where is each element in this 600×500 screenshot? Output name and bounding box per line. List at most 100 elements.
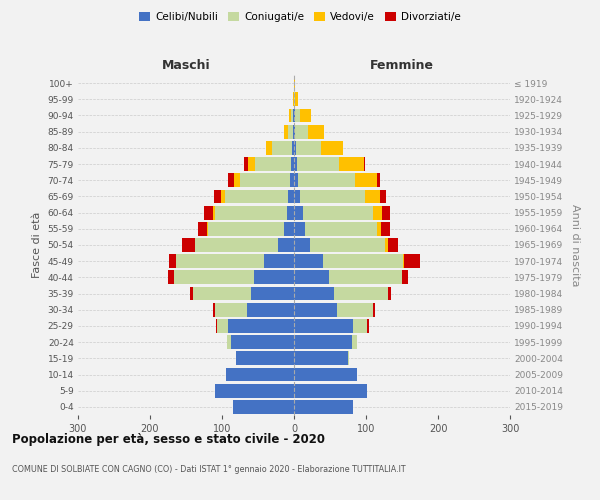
Bar — [294, 303, 337, 316]
Bar — [294, 108, 295, 122]
Bar — [298, 174, 355, 187]
Bar — [215, 384, 294, 398]
Bar — [294, 206, 302, 220]
Bar — [367, 319, 369, 333]
Bar — [169, 254, 176, 268]
Bar — [355, 174, 377, 187]
Bar — [337, 303, 373, 316]
Bar — [293, 92, 294, 106]
Bar — [294, 286, 334, 300]
Bar — [254, 270, 294, 284]
Bar — [294, 92, 295, 106]
Bar — [295, 92, 298, 106]
Bar — [382, 206, 391, 220]
Text: Maschi: Maschi — [161, 59, 211, 72]
Bar — [294, 336, 352, 349]
Bar — [373, 303, 374, 316]
Bar — [198, 222, 207, 235]
Bar — [294, 352, 348, 365]
Bar — [353, 319, 367, 333]
Bar — [240, 174, 290, 187]
Bar — [310, 238, 385, 252]
Bar — [294, 254, 323, 268]
Bar — [402, 270, 408, 284]
Bar — [229, 174, 234, 187]
Bar — [334, 286, 388, 300]
Bar — [305, 222, 377, 235]
Bar — [196, 238, 278, 252]
Bar — [290, 174, 294, 187]
Text: Femmine: Femmine — [370, 59, 434, 72]
Bar — [301, 108, 311, 122]
Bar — [377, 222, 381, 235]
Bar — [300, 190, 365, 203]
Bar — [373, 206, 382, 220]
Bar — [278, 238, 294, 252]
Bar — [244, 157, 248, 171]
Bar — [225, 190, 288, 203]
Bar — [388, 238, 398, 252]
Bar — [217, 319, 228, 333]
Bar — [292, 141, 294, 154]
Bar — [297, 157, 338, 171]
Bar — [182, 238, 194, 252]
Bar — [294, 190, 300, 203]
Bar — [226, 368, 294, 382]
Bar — [291, 157, 294, 171]
Y-axis label: Anni di nascita: Anni di nascita — [570, 204, 580, 286]
Bar — [193, 286, 251, 300]
Legend: Celibi/Nubili, Coniugati/e, Vedovi/e, Divorziati/e: Celibi/Nubili, Coniugati/e, Vedovi/e, Di… — [135, 8, 465, 26]
Bar — [204, 206, 212, 220]
Bar — [174, 270, 254, 284]
Bar — [215, 206, 287, 220]
Bar — [293, 125, 294, 138]
Bar — [294, 319, 353, 333]
Bar — [176, 254, 264, 268]
Bar — [215, 303, 247, 316]
Bar — [294, 141, 296, 154]
Bar — [308, 125, 324, 138]
Bar — [302, 206, 373, 220]
Bar — [272, 141, 292, 154]
Bar — [284, 222, 294, 235]
Bar — [288, 190, 294, 203]
Bar — [266, 141, 272, 154]
Bar — [294, 125, 295, 138]
Bar — [194, 238, 196, 252]
Bar — [404, 254, 420, 268]
Bar — [236, 352, 294, 365]
Bar — [264, 254, 294, 268]
Bar — [228, 319, 294, 333]
Bar — [294, 400, 353, 414]
Bar — [294, 222, 305, 235]
Bar — [294, 368, 358, 382]
Bar — [207, 222, 208, 235]
Bar — [255, 157, 291, 171]
Text: COMUNE DI SOLBIATE CON CAGNO (CO) - Dati ISTAT 1° gennaio 2020 - Elaborazione TU: COMUNE DI SOLBIATE CON CAGNO (CO) - Dati… — [12, 466, 406, 474]
Bar — [294, 157, 297, 171]
Bar — [352, 336, 358, 349]
Bar — [233, 400, 294, 414]
Bar — [381, 222, 390, 235]
Bar — [365, 190, 380, 203]
Bar — [208, 222, 284, 235]
Bar — [322, 141, 343, 154]
Bar — [403, 254, 404, 268]
Bar — [214, 303, 215, 316]
Bar — [247, 303, 294, 316]
Bar — [251, 286, 294, 300]
Bar — [294, 384, 367, 398]
Bar — [323, 254, 403, 268]
Bar — [329, 270, 402, 284]
Bar — [284, 125, 287, 138]
Bar — [214, 190, 221, 203]
Bar — [380, 190, 386, 203]
Bar — [388, 286, 391, 300]
Bar — [294, 238, 310, 252]
Bar — [168, 270, 174, 284]
Bar — [294, 76, 295, 90]
Bar — [212, 206, 215, 220]
Y-axis label: Fasce di età: Fasce di età — [32, 212, 42, 278]
Bar — [377, 174, 380, 187]
Text: Popolazione per età, sesso e stato civile - 2020: Popolazione per età, sesso e stato civil… — [12, 432, 325, 446]
